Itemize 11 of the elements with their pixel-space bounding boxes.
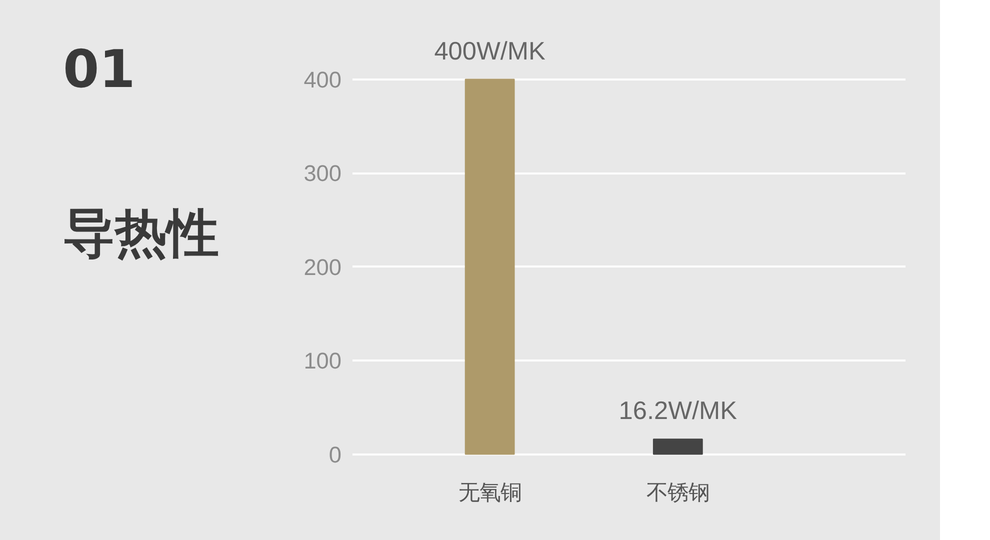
x-tick-label: 不锈钢 xyxy=(646,480,710,506)
y-tick-label: 300 xyxy=(304,160,342,186)
x-tick-label: 无氧铜 xyxy=(458,480,522,506)
text: 导热性 xyxy=(63,203,219,266)
y-tick-label: 100 xyxy=(304,348,342,374)
y-tick-label: 400 xyxy=(304,66,342,92)
data-label: 400W/MK xyxy=(434,37,546,66)
chart-title: 01 xyxy=(63,39,136,102)
data-label: 16.2W/MK xyxy=(618,397,738,426)
y-tick-label: 200 xyxy=(304,254,342,280)
y-tick-label: 0 xyxy=(328,441,342,468)
